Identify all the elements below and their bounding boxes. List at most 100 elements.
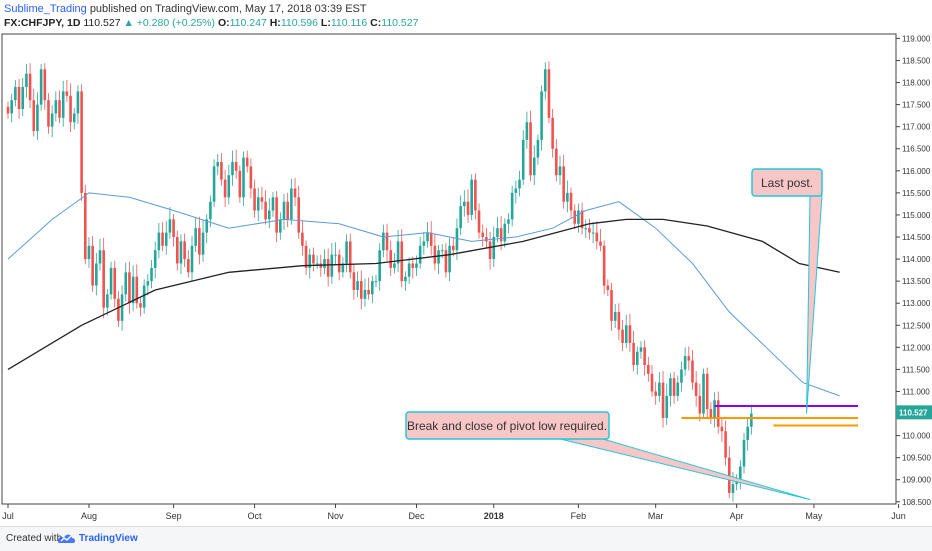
candle-body[interactable] [543,69,547,92]
candle-body[interactable] [378,250,381,282]
candle-body[interactable] [348,241,352,273]
candle-body[interactable] [606,285,610,290]
candle-body[interactable] [102,250,105,308]
candle-body[interactable] [371,281,374,295]
candle-body[interactable] [617,312,621,330]
candle-body[interactable] [194,228,197,246]
candle-body[interactable] [599,241,602,246]
candle-body[interactable] [613,312,617,321]
candle-body[interactable] [201,232,205,255]
candle-body[interactable] [580,210,584,229]
candle-body[interactable] [415,263,418,268]
candle-body[interactable] [499,228,503,242]
candle-body[interactable] [264,201,267,220]
candle-body[interactable] [330,254,334,277]
candle-body[interactable] [470,179,473,215]
candle-body[interactable] [21,86,25,110]
candle-body[interactable] [720,426,724,432]
candle-body[interactable] [69,95,72,123]
candle-body[interactable] [665,395,669,418]
candle-body[interactable] [455,228,459,251]
candle-body[interactable] [474,179,477,211]
candle-body[interactable] [216,161,220,167]
candle-body[interactable] [591,232,595,234]
candle-body[interactable] [558,166,562,176]
candle-body[interactable] [260,197,264,202]
candle-body[interactable] [694,382,698,396]
candle-body[interactable] [187,259,190,273]
candle-body[interactable] [676,382,680,396]
candle-body[interactable] [190,245,194,273]
candle-body[interactable] [282,201,286,220]
candle-body[interactable] [716,400,720,427]
candle-body[interactable] [341,263,345,273]
candle-body[interactable] [153,250,157,268]
candle-body[interactable] [643,347,646,365]
candle-body[interactable] [437,250,440,264]
candle-body[interactable] [496,228,499,238]
callout-box-pivot[interactable] [405,411,610,440]
candle-body[interactable] [205,219,209,233]
candle-body[interactable] [301,232,304,246]
candle-body[interactable] [242,157,245,198]
candle-body[interactable] [440,250,444,252]
candle-body[interactable] [271,197,275,211]
candle-body[interactable] [525,122,529,140]
candle-body[interactable] [503,223,507,242]
candle-body[interactable] [98,250,102,264]
candle-body[interactable] [91,245,94,286]
candle-body[interactable] [396,241,400,264]
candle-body[interactable] [492,237,496,260]
candle-body[interactable] [326,259,330,277]
candle-body[interactable] [555,148,558,176]
candle-body[interactable] [128,272,131,304]
candle-body[interactable] [87,245,91,260]
candle-body[interactable] [25,73,28,87]
candle-body[interactable] [510,192,514,220]
candle-body[interactable] [150,267,153,282]
candle-body[interactable] [459,206,462,229]
candle-body[interactable] [256,197,260,211]
candle-body[interactable] [672,378,676,396]
candle-body[interactable] [352,272,356,290]
candle-body[interactable] [290,188,293,220]
candle-body[interactable] [142,285,146,308]
candle-body[interactable] [588,228,591,233]
candle-body[interactable] [61,91,65,118]
candle-body[interactable] [106,294,109,308]
candle-body[interactable] [374,281,378,283]
candle-body[interactable] [698,395,702,414]
candle-body[interactable] [28,73,32,101]
candle-body[interactable] [10,100,13,114]
candle-body[interactable] [411,263,415,268]
candle-body[interactable] [433,245,437,264]
candle-body[interactable] [635,351,639,365]
candle-body[interactable] [514,188,518,193]
candle-body[interactable] [220,161,223,180]
candle-body[interactable] [507,219,510,224]
candle-body[interactable] [164,232,168,246]
candle-body[interactable] [547,69,551,118]
candle-body[interactable] [418,245,422,264]
candle-body[interactable] [702,373,705,414]
symbol-label[interactable]: FX:CHFJPY, 1D [4,17,81,29]
candle-body[interactable] [245,157,249,167]
candle-body[interactable] [577,210,580,224]
candle-body[interactable] [680,369,683,383]
candle-body[interactable] [253,188,256,211]
tradingview-logo-icon[interactable] [56,530,78,546]
candle-body[interactable] [337,254,341,273]
candle-body[interactable] [334,254,337,256]
candle-body[interactable] [669,378,672,396]
candle-body[interactable] [212,166,216,202]
candle-body[interactable] [426,232,429,242]
candle-body[interactable] [17,86,21,110]
candle-body[interactable] [407,263,411,277]
candle-body[interactable] [602,245,606,286]
candle-body[interactable] [32,100,36,132]
candle-body[interactable] [161,232,164,246]
candle-body[interactable] [422,241,426,246]
candle-body[interactable] [47,100,50,127]
candle-body[interactable] [50,113,54,127]
candle-body[interactable] [481,232,485,238]
